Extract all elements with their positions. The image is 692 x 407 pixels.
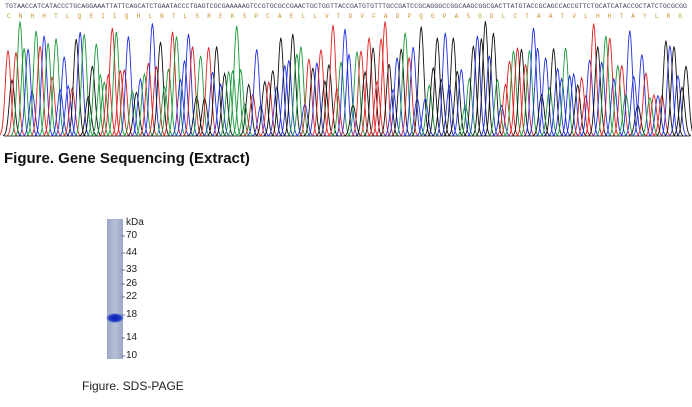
trace-peak xyxy=(215,71,234,137)
marker-label: 10 xyxy=(126,350,138,361)
trace-peak xyxy=(195,97,214,137)
trace-peak xyxy=(70,31,90,136)
trace-peak xyxy=(187,95,206,137)
trace-peak xyxy=(199,47,218,137)
trace-peak xyxy=(223,70,242,137)
trace-peak xyxy=(484,32,503,136)
trace-peak xyxy=(476,21,495,136)
trace-peak xyxy=(283,33,303,136)
trace-peak xyxy=(86,43,106,136)
trace-peak xyxy=(596,35,616,136)
trace-peak xyxy=(556,47,575,137)
trace-peak xyxy=(63,86,82,137)
marker-label: 44 xyxy=(126,247,138,258)
peaks xyxy=(0,21,692,137)
marker-label: 33 xyxy=(126,264,138,275)
marker-label: 14 xyxy=(126,332,138,343)
marker-label: 18 xyxy=(126,309,138,320)
trace-peak xyxy=(416,97,435,137)
trace-peak xyxy=(632,54,652,137)
trace-peak xyxy=(395,32,415,136)
trace-peak xyxy=(327,87,347,137)
trace-peak xyxy=(644,93,664,137)
gel-caption: Figure. SDS-PAGE xyxy=(82,379,184,393)
trace-peak xyxy=(520,50,539,137)
trace-peak xyxy=(171,78,190,137)
trace-peak xyxy=(427,37,447,136)
amino-sequence: C N H H T L Q E I I Q H L N T L S R E K … xyxy=(7,13,682,20)
trace-peak xyxy=(572,76,591,137)
trace-peak xyxy=(576,94,595,137)
trace-peak xyxy=(59,84,78,137)
trace-peak xyxy=(648,94,667,137)
trace-peak xyxy=(227,25,246,136)
trace-peak xyxy=(660,45,680,137)
trace-peak xyxy=(127,91,146,137)
trace-peak xyxy=(496,82,515,137)
trace-peak xyxy=(143,23,162,136)
trace-peak xyxy=(331,61,351,137)
sequencing-caption: Figure. Gene Sequencing (Extract) xyxy=(4,150,250,167)
marker-ticks xyxy=(121,235,125,357)
trace-peak xyxy=(155,85,174,137)
trace-peak xyxy=(403,47,423,137)
trace-peak xyxy=(115,69,134,137)
trace-peak xyxy=(79,95,98,137)
trace-peak xyxy=(676,65,692,137)
trace-peak xyxy=(528,47,547,137)
trace-peak xyxy=(235,103,254,137)
trace-peak xyxy=(508,47,527,137)
trace-peak xyxy=(411,26,431,136)
trace-peak xyxy=(371,38,391,136)
trace-peak xyxy=(456,104,475,137)
trace-peak xyxy=(436,32,455,136)
trace-peak xyxy=(267,86,286,137)
trace-peak xyxy=(532,93,551,137)
marker-label: 22 xyxy=(126,291,138,302)
trace-peak xyxy=(175,60,194,137)
trace-peak xyxy=(383,88,403,137)
trace-peak xyxy=(103,27,122,136)
trace-peak xyxy=(480,55,499,137)
trace-peak xyxy=(46,38,66,136)
trace-peak xyxy=(231,69,250,137)
trace-peak xyxy=(564,72,583,137)
trace-peak xyxy=(22,90,42,137)
trace-peak xyxy=(66,39,86,136)
trace-peak xyxy=(259,80,278,137)
base-sequence: TGTAACCATCATACCCTGCAGGAAATTATTCAGCATCTGA… xyxy=(5,3,687,10)
trace-peak xyxy=(432,78,451,137)
marker-label: 26 xyxy=(126,278,138,289)
trace-peak xyxy=(30,45,50,137)
trace-peak xyxy=(10,21,30,136)
marker-label: 70 xyxy=(126,230,138,241)
trace-peak xyxy=(95,80,114,137)
chromatogram: TGTAACCATCATACCCTGCAGGAAATTATTCAGCATCTGA… xyxy=(0,3,692,137)
trace-peak xyxy=(119,36,138,136)
gel-lane xyxy=(107,219,123,359)
trace-peak xyxy=(183,46,202,137)
trace-peak xyxy=(444,37,463,136)
trace-peak xyxy=(111,70,130,137)
trace-peak xyxy=(652,94,671,137)
trace-peak xyxy=(91,73,110,137)
trace-peak xyxy=(668,74,688,137)
trace-peak xyxy=(375,21,395,136)
trace-peak xyxy=(247,49,267,137)
trace-peak xyxy=(492,104,511,137)
trace-peak xyxy=(656,40,676,136)
unit-label: kDa xyxy=(126,217,144,228)
trace-peak xyxy=(672,86,692,137)
trace-peak xyxy=(38,43,58,136)
trace-peak xyxy=(636,72,656,137)
trace-peak xyxy=(251,104,270,137)
trace-peak xyxy=(2,78,22,137)
trace-peak xyxy=(131,77,150,137)
trace-peak xyxy=(460,76,479,137)
protein-band xyxy=(106,313,124,323)
trace-peak xyxy=(239,83,258,137)
